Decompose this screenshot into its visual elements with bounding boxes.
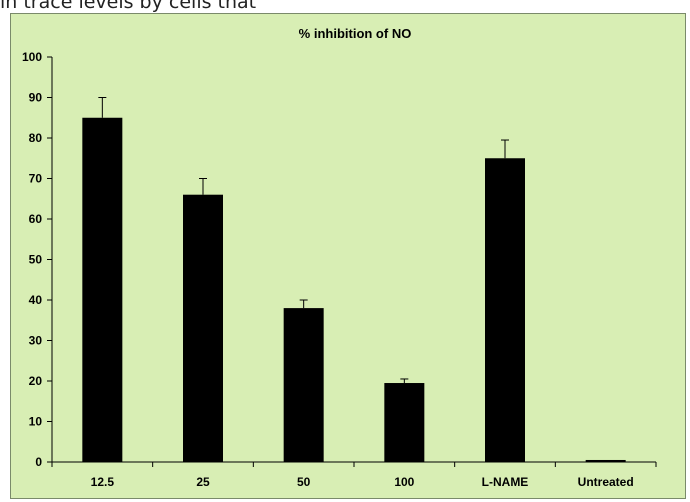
y-tick-label: 60	[29, 212, 43, 226]
y-tick-label: 70	[29, 172, 43, 186]
y-tick-label: 100	[22, 50, 42, 64]
bar-2	[183, 194, 223, 462]
y-tick-label: 0	[35, 455, 42, 469]
bar-3	[283, 308, 324, 462]
y-tick-label: 20	[29, 374, 43, 388]
x-tick-label: Untreated	[578, 475, 634, 489]
y-tick-label: 30	[29, 334, 43, 348]
y-tick-label: 10	[29, 415, 43, 429]
chart-title: % inhibition of NO	[299, 26, 412, 41]
bar-1	[82, 117, 123, 462]
x-tick-label: 12.5	[91, 475, 115, 489]
bar-4	[384, 383, 425, 462]
overlapping-caption-text: in trace levels by cells that	[0, 0, 257, 13]
x-tick-label: L-NAME	[482, 475, 529, 489]
bar-6	[585, 459, 626, 462]
bar-5	[485, 158, 525, 462]
chart-panel	[10, 13, 686, 499]
x-tick-label: 100	[394, 475, 414, 489]
y-tick-label: 40	[29, 293, 43, 307]
x-tick-label: 50	[297, 475, 311, 489]
y-tick-label: 50	[29, 253, 43, 267]
y-tick-label: 90	[29, 91, 43, 105]
y-tick-label: 80	[29, 131, 43, 145]
x-tick-label: 25	[196, 475, 210, 489]
